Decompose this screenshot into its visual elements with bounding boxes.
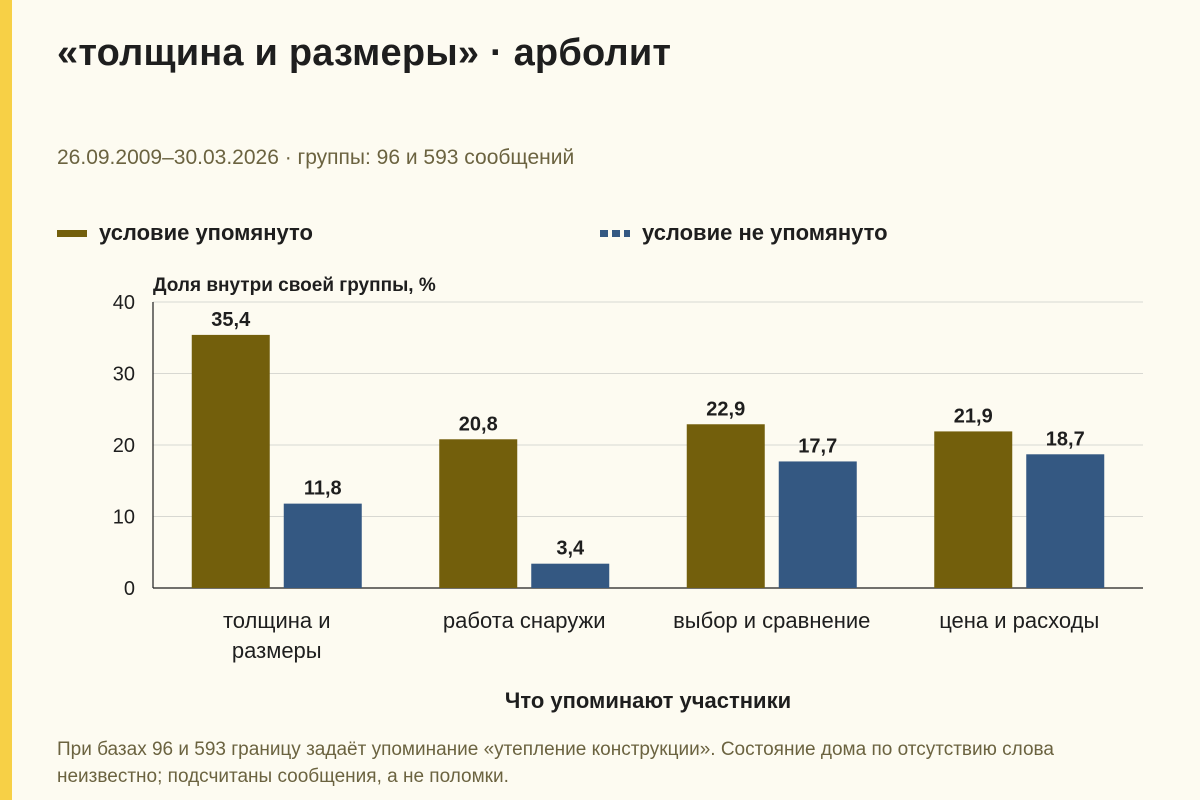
- data-label: 11,8: [304, 478, 342, 500]
- data-label: 3,4: [556, 538, 585, 560]
- bar-not-mentioned: [531, 563, 610, 588]
- x-tick-label: работа снаружи: [443, 608, 606, 633]
- bar-mentioned: [934, 431, 1013, 588]
- footnote: При базах 96 и 593 границу задаёт упомин…: [57, 739, 1054, 787]
- x-tick-label: цена и расходы: [939, 608, 1099, 633]
- data-label: 20,8: [459, 413, 498, 435]
- data-label: 22,9: [706, 398, 745, 420]
- x-tick-label: толщина и: [223, 608, 331, 633]
- y-tick-label: 40: [113, 292, 135, 314]
- legend-label-not-mentioned: условие не упомянуто: [642, 220, 888, 245]
- legend-item-mentioned: условие упомянуто: [57, 220, 313, 246]
- x-axis-label: Что упоминают участники: [505, 688, 791, 713]
- data-label: 17,7: [798, 435, 837, 457]
- data-label: 18,7: [1046, 428, 1085, 450]
- bars: [191, 334, 1105, 588]
- chart-title: «толщина и размеры» · арболит: [57, 32, 672, 74]
- legend-swatch-mentioned: [57, 229, 87, 237]
- accent-stripe: [0, 0, 12, 800]
- y-tick-label: 30: [113, 364, 135, 386]
- data-label: 21,9: [954, 405, 993, 427]
- legend-swatch-not-mentioned: [600, 229, 630, 237]
- bar-not-mentioned: [778, 461, 857, 588]
- bar-mentioned: [191, 334, 270, 588]
- bar-chart: 35,4 11,8 20,8 3,4 22,9 17,7 21,9 18,7 0 10 20 30 4…: [113, 275, 1143, 713]
- data-label: 35,4: [211, 309, 251, 331]
- bar-mentioned: [686, 424, 765, 588]
- y-tick-label: 20: [113, 435, 135, 457]
- bar-not-mentioned: [283, 503, 362, 588]
- chart-subtitle: 26.09.2009–30.03.2026 · группы: 96 и 593…: [57, 146, 575, 169]
- tick-labels: 0 10 20 30 40 толщина и размеры работа снаружи в…: [113, 292, 1100, 663]
- x-tick-label: размеры: [232, 638, 322, 663]
- y-tick-label: 0: [124, 578, 135, 600]
- legend-label-mentioned: условие упомянуто: [99, 220, 313, 245]
- bar-not-mentioned: [1026, 454, 1105, 588]
- y-axis-label: Доля внутри своей группы, %: [153, 275, 436, 296]
- data-labels: 35,4 11,8 20,8 3,4 22,9 17,7 21,9 18,7: [211, 309, 1084, 560]
- x-tick-label: выбор и сравнение: [673, 608, 870, 633]
- legend-item-not-mentioned: условие не упомянуто: [600, 220, 888, 246]
- y-tick-label: 10: [113, 507, 135, 529]
- bar-mentioned: [439, 439, 518, 588]
